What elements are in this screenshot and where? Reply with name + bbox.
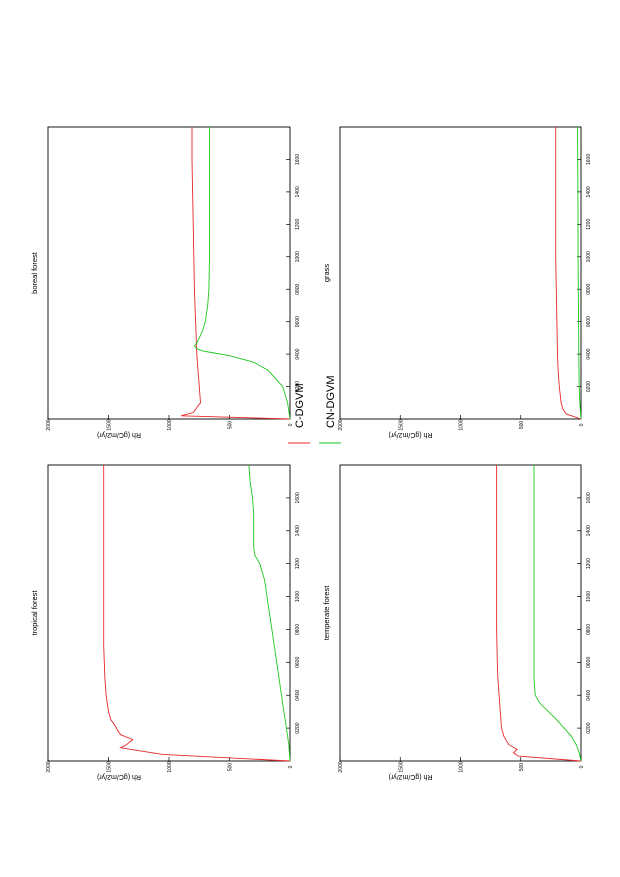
y-axis-label: Rh (gC/m2/yr) xyxy=(97,431,141,438)
x-tick-label: 0800 xyxy=(295,624,301,635)
x-tick-label: 0200 xyxy=(586,381,592,392)
x-tick-label: 1400 xyxy=(295,186,301,197)
x-tick-label: 0600 xyxy=(586,316,592,327)
series-line-cn-dgvm xyxy=(194,127,290,419)
x-tick-label: 0600 xyxy=(586,657,592,668)
x-tick-label: 0800 xyxy=(586,624,592,635)
chart-title: grass xyxy=(322,264,331,283)
y-tick-label: 1000 xyxy=(167,419,173,430)
panel-temperate-forest: 0 500 1000 1500 2000 0200 0400 0600 0800 1000 1200… xyxy=(322,465,592,780)
x-tick-label: 1200 xyxy=(586,558,592,569)
chart-title: temperate forest xyxy=(322,585,331,641)
series-line-cn-dgvm xyxy=(249,465,290,761)
panel-tropical-forest: 0 500 1000 1500 2000 0200 0400 0600 0800 1000 1200… xyxy=(30,465,301,780)
series-line-c-dgvm xyxy=(556,127,581,419)
plot-frame xyxy=(340,127,581,419)
y-tick-label: 1000 xyxy=(167,761,173,772)
y-tick-label: 2000 xyxy=(46,419,52,430)
y-tick-label: 500 xyxy=(228,421,234,430)
x-tick-label: 0400 xyxy=(295,348,301,359)
y-tick-label: 500 xyxy=(519,421,525,430)
y-tick-label: 0 xyxy=(288,765,294,768)
x-tick-label: 0400 xyxy=(586,348,592,359)
legend: C-DGVM CN-DGVM xyxy=(288,375,341,443)
y-tick-label: 0 xyxy=(579,765,585,768)
x-tick-label: 0600 xyxy=(295,316,301,327)
x-tick-label: 1000 xyxy=(586,591,592,602)
plot-frame xyxy=(340,465,581,761)
x-tick-label: 0400 xyxy=(295,689,301,700)
y-axis-label: Rh (gC/m2/yr) xyxy=(389,431,433,438)
legend-label-c-dgvm: C-DGVM xyxy=(294,383,306,428)
x-tick-label: 1000 xyxy=(586,251,592,262)
x-tick-label: 1200 xyxy=(586,219,592,230)
x-tick-label: 1200 xyxy=(295,558,301,569)
y-tick-label: 2000 xyxy=(338,761,344,772)
x-tick-label: 1000 xyxy=(295,591,301,602)
plot-frame xyxy=(48,127,290,419)
chart-title: tropical forest xyxy=(30,590,39,636)
chart-title: boreal forest xyxy=(30,251,39,294)
series-line-c-dgvm xyxy=(104,465,290,761)
x-tick-label: 0600 xyxy=(295,657,301,668)
x-tick-label: 0200 xyxy=(295,722,301,733)
series-line-cn-dgvm xyxy=(578,127,581,419)
y-tick-label: 2000 xyxy=(46,761,52,772)
series-line-c-dgvm xyxy=(497,465,581,761)
x-tick-label: 1600 xyxy=(586,492,592,503)
x-tick-label: 1600 xyxy=(586,154,592,165)
y-tick-label: 1500 xyxy=(398,761,404,772)
y-tick-label: 2000 xyxy=(338,419,344,430)
panel-boreal-forest: 0500100015002000020004000600080010001200… xyxy=(30,127,301,438)
y-tick-label: 1500 xyxy=(107,761,113,772)
y-tick-label: 1500 xyxy=(107,419,113,430)
y-tick-label: 500 xyxy=(519,763,525,772)
x-tick-label: 1400 xyxy=(586,186,592,197)
x-tick-label: 0800 xyxy=(295,283,301,294)
x-tick-label: 1200 xyxy=(295,219,301,230)
x-tick-label: 1400 xyxy=(586,525,592,536)
y-tick-label: 1000 xyxy=(459,761,465,772)
y-tick-label: 1000 xyxy=(459,419,465,430)
x-tick-label: 0800 xyxy=(586,283,592,294)
panel-grass: 0 500 1000 1500 2000 0200 0400 0600 0800 1000 1200… xyxy=(322,127,592,438)
y-axis-label: Rh (gC/m2/yr) xyxy=(97,773,141,780)
legend-label-cn-dgvm: CN-DGVM xyxy=(325,375,337,428)
x-tick-label: 1000 xyxy=(295,251,301,262)
y-tick-label: 1500 xyxy=(398,419,404,430)
x-tick-label: 1400 xyxy=(295,525,301,536)
y-tick-label: 500 xyxy=(228,763,234,772)
x-tick-label: 0200 xyxy=(586,722,592,733)
x-tick-label: 1600 xyxy=(295,492,301,503)
x-tick-label: 1600 xyxy=(295,154,301,165)
series-line-c-dgvm xyxy=(181,127,290,419)
x-tick-label: 0400 xyxy=(586,689,592,700)
y-axis-label: Rh (gC/m2/yr) xyxy=(389,773,433,780)
series-line-cn-dgvm xyxy=(534,465,581,761)
y-tick-label: 0 xyxy=(579,423,585,426)
